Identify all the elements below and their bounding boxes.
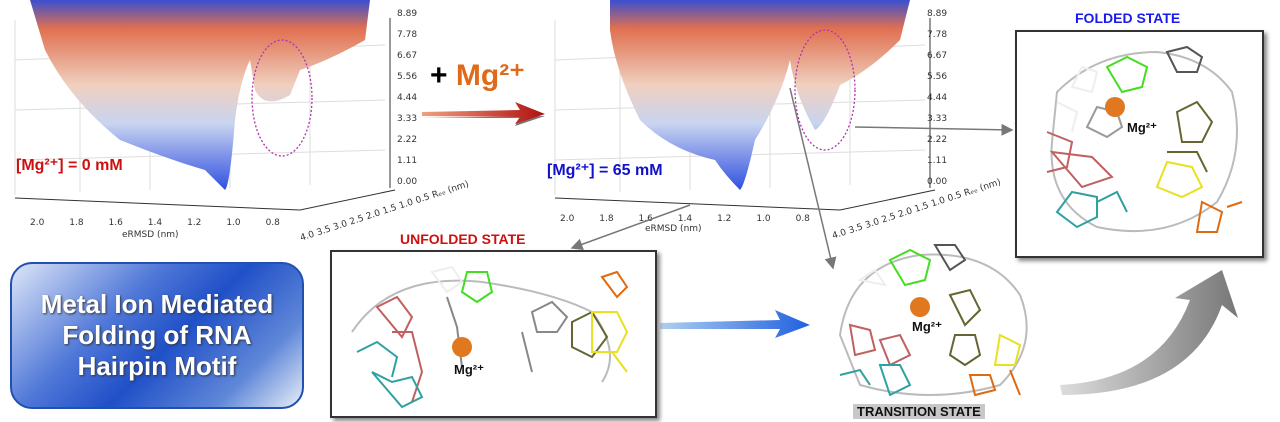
x-tick: 1.8 <box>599 214 614 224</box>
x-tick: 1.2 <box>187 218 202 228</box>
concentration-label: [Mg²⁺] = 65 mM <box>547 162 663 179</box>
energy-surface-65mm <box>554 0 936 211</box>
z-axis-ticks: 8.89 7.78 6.67 5.56 4.44 3.33 2.22 1.11 0.00 <box>397 4 417 193</box>
mg-ion-label: Mg²⁺ <box>912 319 942 334</box>
red-arrow-icon <box>422 102 545 126</box>
title-box: Metal Ion Mediated Folding of RNA Hairpi… <box>10 262 304 409</box>
title-text: Metal Ion Mediated Folding of RNA Hairpi… <box>40 289 274 381</box>
z-tick: 5.56 <box>397 72 418 82</box>
z-tick: 1.11 <box>397 156 418 166</box>
unfolded-rna-structure <box>351 265 629 409</box>
z-tick: 7.78 <box>927 30 948 40</box>
x-tick: 1.0 <box>756 214 771 224</box>
mg-ion-label: Mg²⁺ <box>1127 120 1157 135</box>
arrow-to-folded <box>854 123 1014 136</box>
concentration-label: [Mg²⁺] = 0 mM <box>16 157 123 174</box>
z-tick: 2.22 <box>397 135 418 145</box>
x-tick: 1.0 <box>226 218 241 228</box>
z-tick: 0.00 <box>927 177 948 187</box>
x-tick: 1.2 <box>717 214 732 224</box>
folded-state-label: FOLDED STATE <box>1075 10 1181 26</box>
unfolded-state-label: UNFOLDED STATE <box>400 231 526 247</box>
x-axis-label: eRMSD (nm) <box>645 224 702 234</box>
z-tick: 2.22 <box>927 135 948 145</box>
z-tick: 8.89 <box>397 9 418 19</box>
x-tick: 1.6 <box>638 214 653 224</box>
z-tick: 7.78 <box>397 30 418 40</box>
folded-structure-box: Mg²⁺ <box>1015 30 1264 258</box>
z-tick: 4.44 <box>927 93 948 103</box>
x-tick: 0.8 <box>265 218 280 228</box>
z-tick: 4.44 <box>397 93 418 103</box>
x-tick: 1.8 <box>69 218 84 228</box>
ion-label: Mg²⁺ <box>455 59 526 92</box>
z-tick: 6.67 <box>927 51 948 61</box>
blue-arrow-icon <box>660 310 810 338</box>
z-axis-ticks: 8.89 7.78 6.67 5.56 4.44 3.33 2.22 1.11 0.00 <box>927 4 947 193</box>
add-ion-label: + Mg²⁺ <box>430 58 525 93</box>
z-tick: 1.11 <box>927 156 948 166</box>
z-tick: 3.33 <box>927 114 948 124</box>
mg-ion-label: Mg²⁺ <box>454 362 484 377</box>
plus-sign: + <box>430 59 448 92</box>
x-tick: 1.4 <box>147 218 163 228</box>
z-tick: 3.33 <box>397 114 418 124</box>
x-tick: 0.8 <box>795 214 810 224</box>
x-tick: 1.6 <box>108 218 123 228</box>
z-tick: 8.89 <box>927 9 948 19</box>
x-tick: 2.0 <box>30 218 45 228</box>
transition-rna-structure <box>838 244 1028 397</box>
z-tick: 6.67 <box>397 51 418 61</box>
x-tick: 2.0 <box>560 214 575 224</box>
unfolded-structure-box: Mg²⁺ <box>330 250 657 418</box>
curved-grey-arrow-icon <box>1060 270 1238 395</box>
x-axis-ticks: 2.0 1.8 1.6 1.4 1.2 1.0 0.8 <box>30 218 280 228</box>
arrow-to-unfolded <box>570 204 691 251</box>
x-axis-label: eRMSD (nm) <box>122 230 179 240</box>
free-energy-plot-0mm: 8.89 7.78 6.67 5.56 4.44 3.33 2.22 1.11 0.00 2.0… <box>0 0 470 244</box>
arrow-to-transition <box>789 87 837 270</box>
x-tick: 1.4 <box>677 214 693 224</box>
z-tick: 5.56 <box>927 72 948 82</box>
folded-rna-structure <box>1046 45 1243 233</box>
energy-surface-0mm <box>14 0 396 211</box>
transition-structure: Mg²⁺ <box>820 235 1050 405</box>
z-tick: 0.00 <box>397 177 418 187</box>
free-energy-plot-65mm: 8.89 7.78 6.67 5.56 4.44 3.33 2.22 1.11 0.00 2.0… <box>540 0 1002 242</box>
transition-state-label: TRANSITION STATE <box>853 404 985 419</box>
x-axis-ticks: 2.0 1.8 1.6 1.4 1.2 1.0 0.8 <box>560 214 810 224</box>
